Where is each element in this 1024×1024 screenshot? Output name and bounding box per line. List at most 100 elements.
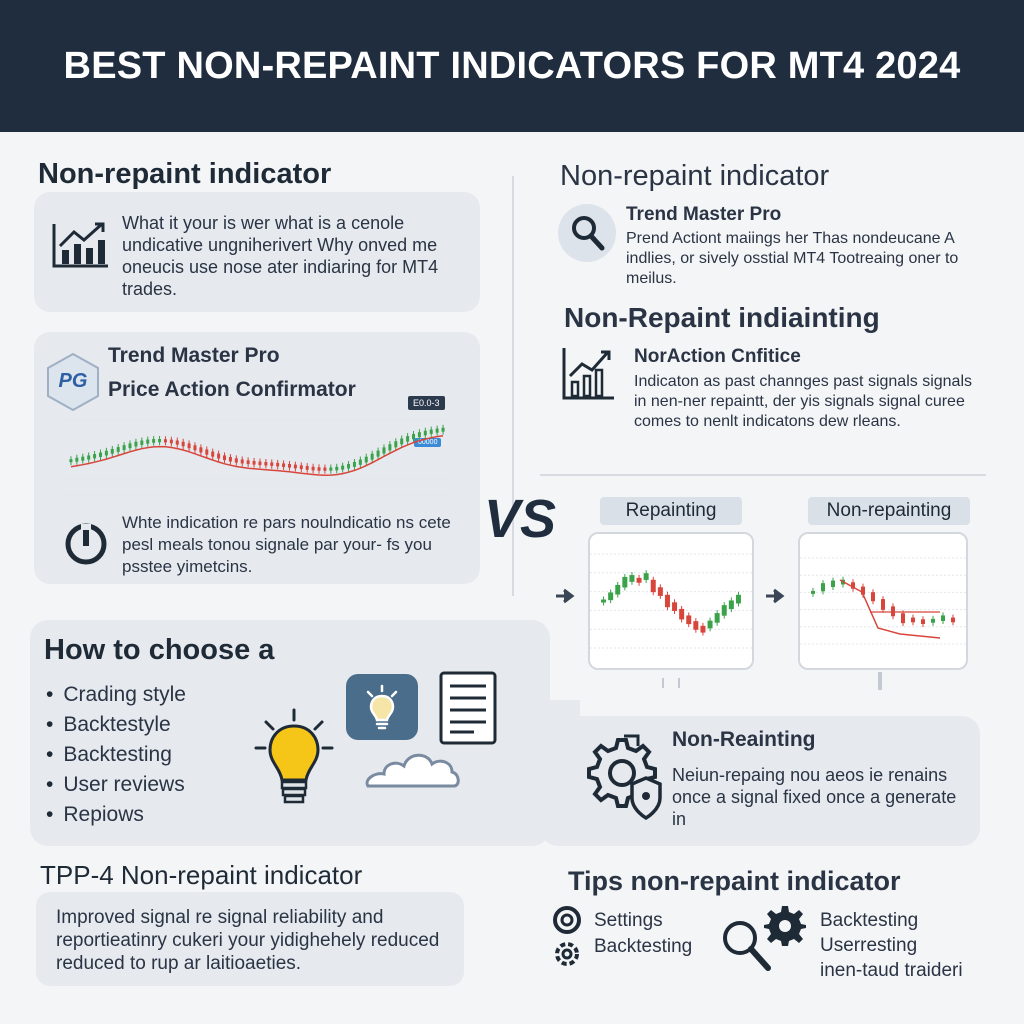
candle xyxy=(650,579,656,593)
candle xyxy=(128,443,132,449)
non-repainting-chart xyxy=(798,532,968,670)
candle xyxy=(258,461,262,466)
trend-line xyxy=(839,579,941,639)
candle xyxy=(693,621,699,630)
choose-item: User reviews xyxy=(46,770,186,800)
candle xyxy=(423,430,427,436)
search-icon xyxy=(723,921,771,971)
candle xyxy=(122,445,126,451)
lightbulb-icon xyxy=(254,708,334,804)
candle xyxy=(93,454,97,459)
candle xyxy=(329,467,333,471)
candle xyxy=(240,459,244,464)
arrow-right-icon xyxy=(556,588,575,604)
chart-price-tag: E0.0-3 xyxy=(408,396,445,410)
column-divider xyxy=(512,176,514,596)
choose-item: Backtesting xyxy=(46,740,186,770)
choose-item: Backtestyle xyxy=(46,710,186,740)
candle xyxy=(87,455,91,460)
candle xyxy=(69,459,73,463)
choose-item: Crading style xyxy=(46,680,186,710)
candle xyxy=(429,429,433,434)
candle xyxy=(400,438,404,445)
candle xyxy=(199,447,203,453)
candle xyxy=(382,447,386,454)
product-logo: PG xyxy=(46,352,100,412)
candle xyxy=(163,439,167,443)
tpp-title: TPP-4 Non-repaint indicator xyxy=(40,860,363,890)
candle xyxy=(851,582,855,589)
candle xyxy=(629,575,635,582)
right-divider xyxy=(540,474,986,476)
tips-col2: Backtesting Userresting inen-taud traide… xyxy=(820,908,963,983)
candle xyxy=(679,608,685,620)
candle xyxy=(657,587,663,596)
vs-label: VS xyxy=(484,489,557,549)
candle xyxy=(615,584,621,595)
right-item1-text: Prend Actiont maiings her Thas nondeucan… xyxy=(626,230,959,287)
candle xyxy=(417,432,421,438)
candle xyxy=(335,466,339,471)
candle xyxy=(664,594,670,608)
non-repainting-label: Non-repainting xyxy=(808,497,970,525)
non-repainting-candles xyxy=(800,557,966,645)
trend-line xyxy=(70,434,444,476)
candle xyxy=(364,456,368,463)
candle xyxy=(721,605,727,616)
candle xyxy=(951,617,955,623)
tips-item: Settings xyxy=(594,910,663,931)
tpp-text: Improved signal re signal reliability an… xyxy=(56,907,440,974)
candle xyxy=(223,455,227,461)
candle xyxy=(323,467,327,471)
candle xyxy=(871,592,875,602)
candle xyxy=(406,436,410,442)
candle xyxy=(622,576,628,588)
candlestick-chart xyxy=(62,419,452,495)
candle xyxy=(264,462,268,466)
candle xyxy=(435,428,439,433)
tpp-card: Improved signal re signal reliability an… xyxy=(36,892,464,986)
gear-shield-icon xyxy=(587,734,662,821)
candle xyxy=(608,592,614,601)
tips-item: Userresting xyxy=(820,935,918,956)
candle xyxy=(352,461,356,467)
candle xyxy=(234,458,238,463)
candle xyxy=(891,606,895,617)
candle xyxy=(205,449,209,455)
candle xyxy=(831,580,835,588)
right-item2-title: NorAction Cnfitice xyxy=(634,346,801,367)
repainting-label: Repainting xyxy=(600,497,742,525)
page-header: BEST NON-REPAINT INDICATORS FOR MT4 2024 xyxy=(0,0,1024,132)
candle xyxy=(116,447,120,452)
candle xyxy=(441,427,445,432)
tips-item: Backtesting xyxy=(594,936,693,957)
candle xyxy=(388,444,392,451)
right-section2-title: Non-Repaint indiainting xyxy=(564,302,880,333)
candle xyxy=(211,451,215,457)
candle xyxy=(169,439,173,444)
repainting-candles xyxy=(590,553,752,649)
candle xyxy=(861,586,865,595)
candle xyxy=(276,462,280,467)
cloud-icon xyxy=(365,753,460,788)
candle xyxy=(181,441,185,447)
candle xyxy=(187,443,191,449)
candle xyxy=(376,450,380,457)
tips-col1: Settings Backtesting xyxy=(594,908,692,960)
candle xyxy=(881,599,885,610)
candle xyxy=(370,453,374,460)
chart-stand-right xyxy=(878,672,882,690)
product-title-2: Price Action Confirmator xyxy=(108,378,356,401)
candle xyxy=(601,599,607,603)
choose-title: How to choose a xyxy=(44,634,275,666)
candle xyxy=(821,583,825,592)
nonrepaint-text: Neiun-repaing nou aeos ie renains once a… xyxy=(672,765,957,829)
candle xyxy=(98,452,102,457)
candle xyxy=(728,600,734,610)
candle xyxy=(686,615,692,625)
candle xyxy=(158,438,162,443)
trend-chart-icon xyxy=(562,348,614,400)
tips-title: Tips non-repaint indicator xyxy=(568,866,901,896)
left-section-title: Non-repaint indicator xyxy=(38,158,332,190)
candle xyxy=(911,617,915,623)
